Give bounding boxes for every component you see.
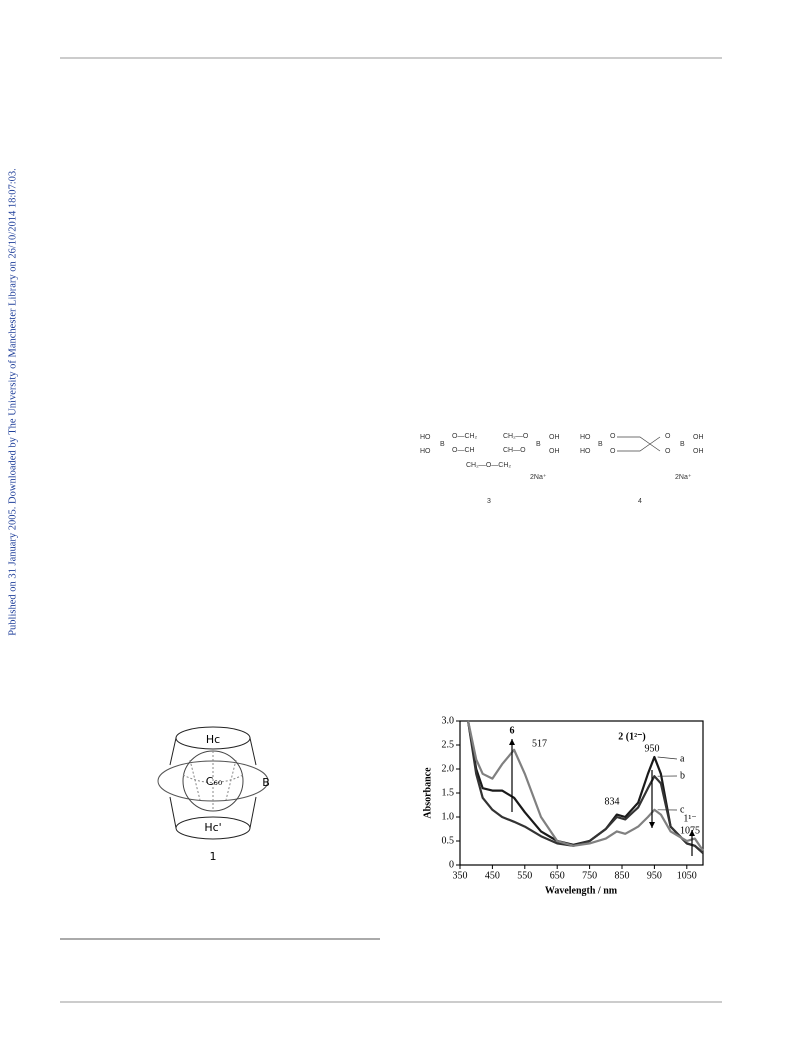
x-tick-label: 550	[517, 870, 532, 881]
annotation: 1075	[680, 825, 700, 836]
chem-text: CH₂—O	[503, 433, 529, 440]
arrow-head	[689, 830, 695, 836]
x-tick-label: 350	[453, 870, 468, 881]
x-tick-label: 1050	[677, 870, 697, 881]
y-tick-label: 1.0	[442, 811, 455, 822]
compound-3: HO HO B O—CH₂ O—CH CH₂—O—CH₂ CH₂—O CH—O …	[420, 433, 560, 505]
chem-text: HO	[580, 434, 591, 441]
arrow-head	[509, 739, 515, 745]
x-tick-label: 850	[615, 870, 630, 881]
chem-text: OH	[693, 434, 704, 441]
chem-text: O	[610, 433, 616, 440]
figure-label: B	[262, 776, 270, 789]
chem-text: O	[665, 433, 671, 440]
y-tick-label: 2.5	[442, 739, 455, 750]
annotation: 6	[510, 725, 515, 736]
annotation: 834	[605, 796, 620, 807]
compound-label: 4	[638, 498, 642, 505]
annotation: 2 (1²⁻)	[618, 731, 645, 742]
series-label: c	[680, 804, 685, 815]
chem-text: OH	[549, 448, 560, 455]
y-tick-label: 0	[449, 859, 454, 870]
chem-text: B	[440, 441, 445, 448]
arrow-head	[649, 822, 655, 828]
y-tick-label: 1.5	[442, 787, 455, 798]
figure-label: C₆₀	[206, 775, 223, 788]
chem-text: 2Na⁺	[530, 474, 547, 481]
annotation: 517	[532, 738, 547, 749]
figure-label: Hc'	[204, 821, 221, 834]
chem-text: OH	[549, 434, 560, 441]
series-leader	[657, 756, 678, 760]
chem-text: CH—O	[503, 447, 526, 454]
x-tick-label: 950	[647, 870, 662, 881]
y-tick-label: 0.5	[442, 835, 455, 846]
chem-text: O	[610, 448, 616, 455]
series-label: b	[680, 770, 685, 781]
chem-text: 2Na⁺	[675, 474, 692, 481]
chem-text: B	[536, 441, 541, 448]
x-tick-label: 650	[550, 870, 565, 881]
sidebar: Published on 31 January 2005. Downloaded…	[7, 168, 18, 636]
chem-text: O—CH₂	[452, 433, 478, 440]
chart: Absorbance Wavelength / nm 0 0.5 1.0 1.5 2.0…	[422, 715, 704, 896]
chem-text: HO	[420, 448, 431, 455]
chem-text: O	[665, 448, 671, 455]
figure-caption: 1	[210, 850, 217, 863]
figure-label: Hc	[206, 733, 220, 746]
spectrum-line	[467, 720, 704, 852]
compound-label: 3	[487, 498, 491, 505]
chem-text: B	[598, 441, 603, 448]
compound-4: HO HO B O O O O B OH OH 2Na⁺ 4	[580, 433, 704, 505]
spectrum-line	[467, 720, 704, 854]
chem-text: B	[680, 441, 685, 448]
y-tick-label: 2.0	[442, 763, 455, 774]
figure-1	[157, 726, 269, 840]
chem-text: CH₂—O—CH₂	[466, 462, 511, 469]
chem-text: OH	[693, 448, 704, 455]
chem-text: HO	[580, 448, 591, 455]
annotation: 950	[645, 743, 660, 754]
spectrum-line	[467, 720, 704, 854]
y-tick-label: 3.0	[442, 715, 455, 726]
bond	[617, 436, 661, 452]
chem-text: HO	[420, 434, 431, 441]
chem-text: O—CH	[452, 447, 475, 454]
x-tick-label: 450	[485, 870, 500, 881]
y-axis-label: Absorbance	[422, 767, 433, 819]
annotation: 1¹⁻	[683, 813, 696, 824]
x-axis-label: Wavelength / nm	[545, 885, 618, 896]
series-label: a	[680, 753, 685, 764]
x-tick-label: 750	[582, 870, 597, 881]
